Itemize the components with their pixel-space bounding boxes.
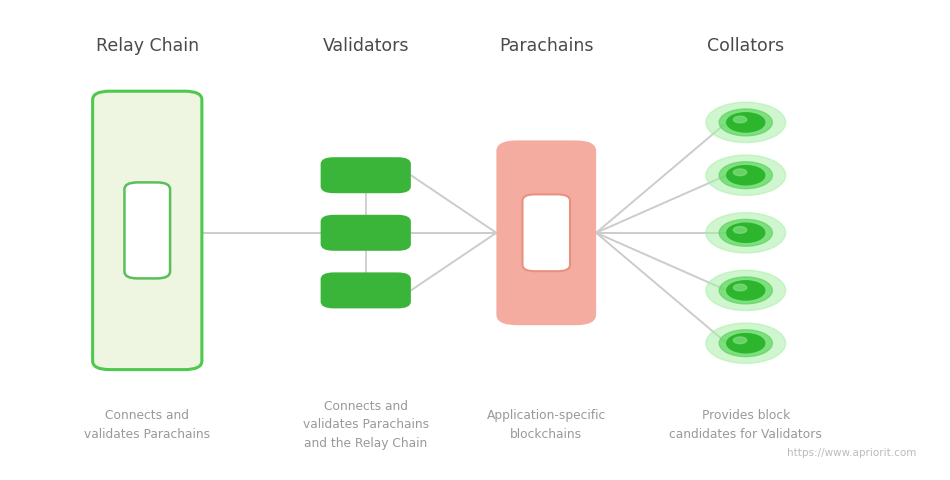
FancyBboxPatch shape xyxy=(124,182,170,278)
Circle shape xyxy=(733,284,747,291)
Text: Connects and
validates Parachains: Connects and validates Parachains xyxy=(85,409,210,441)
Text: Connects and
validates Parachains
and the Relay Chain: Connects and validates Parachains and th… xyxy=(303,400,428,450)
Circle shape xyxy=(727,281,765,300)
Circle shape xyxy=(719,277,772,304)
Text: Relay Chain: Relay Chain xyxy=(96,36,199,55)
Circle shape xyxy=(719,162,772,189)
Circle shape xyxy=(733,169,747,176)
Circle shape xyxy=(733,116,747,123)
Circle shape xyxy=(733,227,747,233)
Circle shape xyxy=(727,113,765,132)
FancyBboxPatch shape xyxy=(522,194,570,271)
Circle shape xyxy=(727,223,765,242)
FancyBboxPatch shape xyxy=(496,140,597,325)
Circle shape xyxy=(719,109,772,136)
Circle shape xyxy=(727,334,765,353)
FancyBboxPatch shape xyxy=(320,272,410,308)
Circle shape xyxy=(719,330,772,357)
FancyBboxPatch shape xyxy=(320,215,410,251)
Circle shape xyxy=(706,155,786,195)
FancyBboxPatch shape xyxy=(93,91,202,370)
Text: Validators: Validators xyxy=(322,36,409,55)
Text: Parachains: Parachains xyxy=(499,36,594,55)
Text: Collators: Collators xyxy=(707,36,785,55)
Text: Provides block
candidates for Validators: Provides block candidates for Validators xyxy=(670,409,822,441)
Circle shape xyxy=(719,219,772,246)
Text: Application-specific
blockchains: Application-specific blockchains xyxy=(486,409,606,441)
FancyBboxPatch shape xyxy=(320,157,410,193)
Text: https://www.apriorit.com: https://www.apriorit.com xyxy=(788,448,917,458)
Circle shape xyxy=(706,213,786,253)
Circle shape xyxy=(706,270,786,311)
Circle shape xyxy=(733,337,747,344)
Circle shape xyxy=(727,166,765,185)
Circle shape xyxy=(706,102,786,143)
Circle shape xyxy=(706,323,786,363)
